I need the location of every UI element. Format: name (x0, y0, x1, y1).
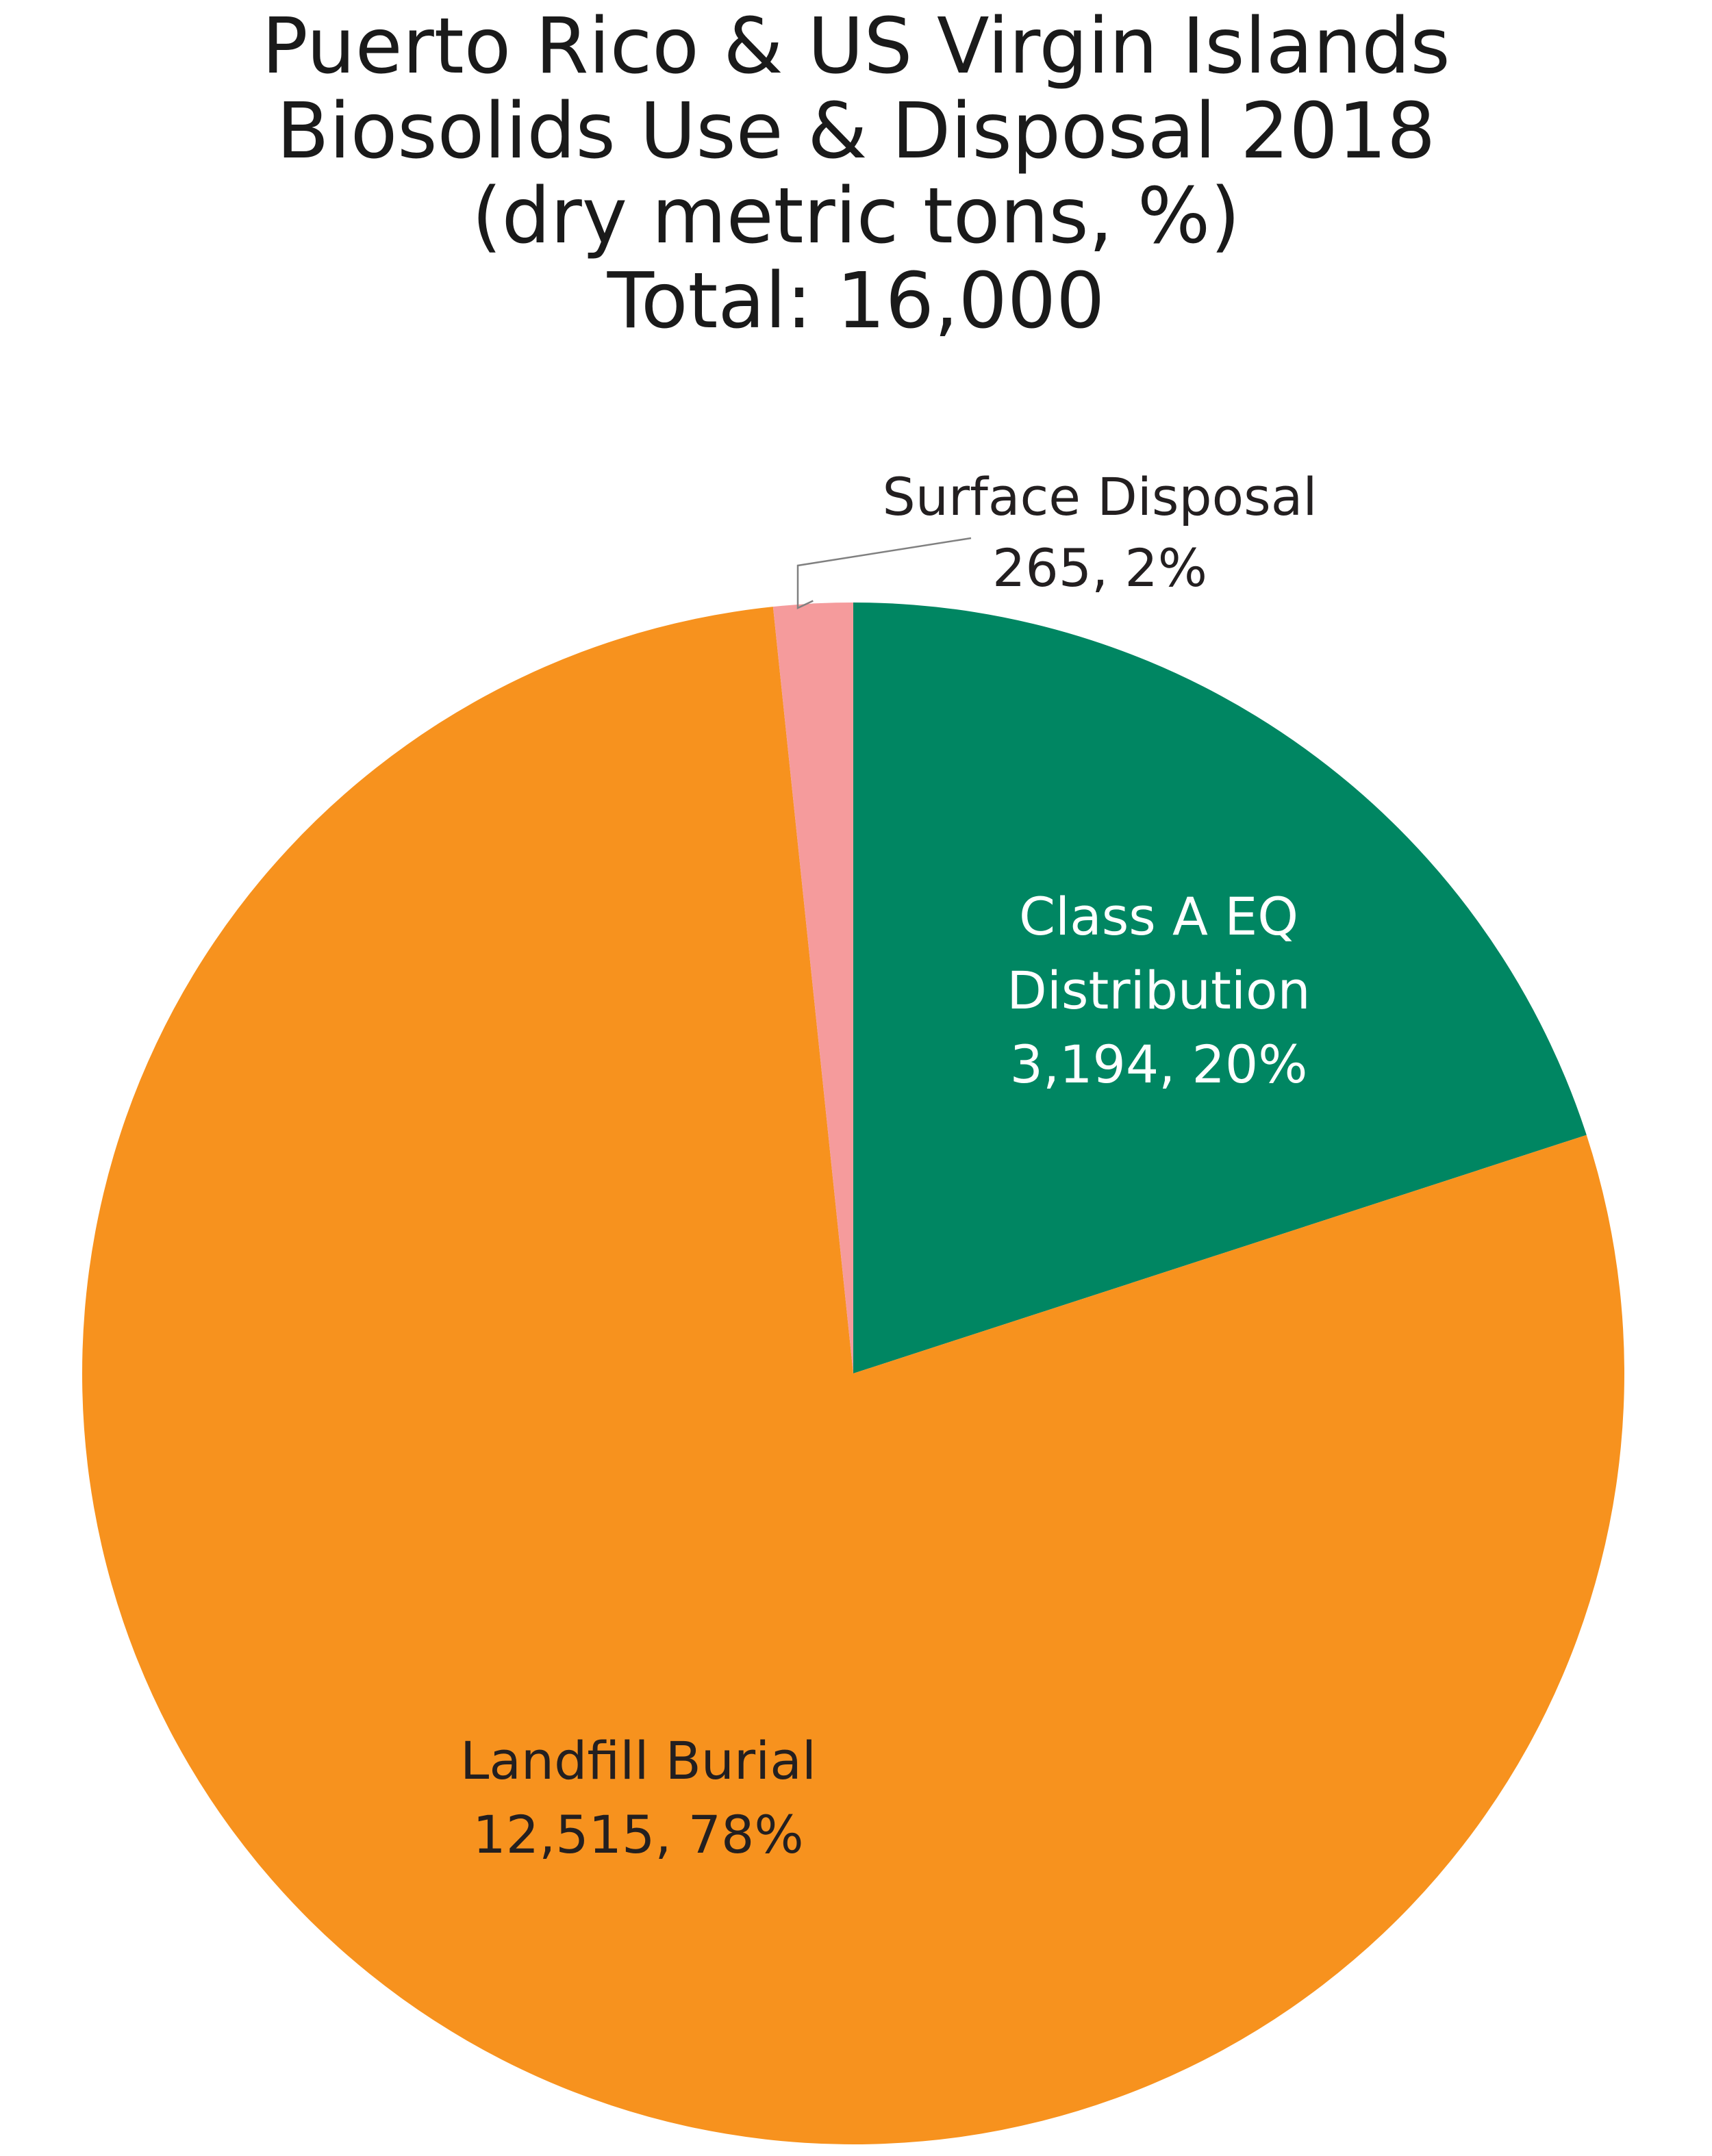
data-label-line: Landfill Burial (460, 1730, 816, 1791)
chart-title-line-1: Puerto Rico & US Virgin Islands (262, 2, 1450, 91)
data-label-class-a-eq-distribution: Class A EQ Distribution 3,194, 20% (1007, 886, 1310, 1095)
chart-title: Puerto Rico & US Virgin Islands Biosolid… (0, 4, 1712, 344)
pie-slice-class-a-eq-distribution (853, 603, 1587, 1373)
data-label-line: 265, 2% (992, 537, 1207, 598)
pie-labels: Class A EQ Distribution 3,194, 20% Landfill… (460, 466, 1317, 1865)
chart-title-line-2: Biosolids Use & Disposal 2018 (276, 87, 1436, 176)
pie-slice-surface-disposal (772, 603, 853, 1373)
data-label-line: Distribution (1007, 960, 1310, 1021)
chart-title-line-4: Total: 16,000 (607, 257, 1105, 346)
data-label-line: 3,194, 20% (1010, 1034, 1308, 1095)
pie-slice-landfill-burial (81, 607, 1624, 2144)
data-label-line: Class A EQ (1019, 886, 1298, 947)
data-label-line: Surface Disposal (883, 466, 1318, 527)
pie-slices (81, 603, 1624, 2144)
data-label-surface-disposal: Surface Disposal 265, 2% (883, 466, 1318, 598)
data-label-landfill-burial: Landfill Burial 12,515, 78% (460, 1730, 816, 1865)
leader-line-surface-disposal (796, 537, 972, 609)
chart-title-line-3: (dry metric tons, %) (471, 172, 1241, 261)
data-label-line: 12,515, 78% (473, 1804, 803, 1865)
